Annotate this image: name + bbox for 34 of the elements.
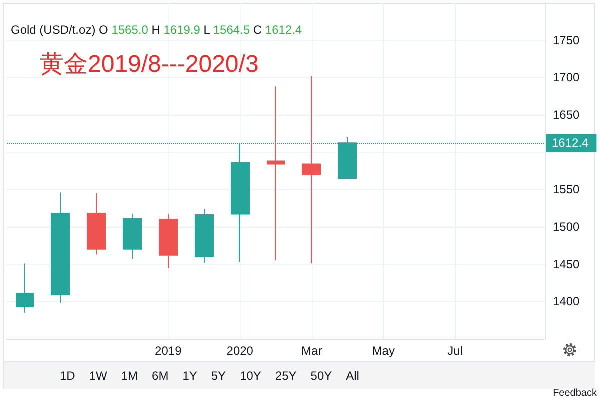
y-tick-label: 1450 bbox=[553, 257, 580, 272]
candlestick bbox=[267, 86, 285, 262]
y-tick-label: 1400 bbox=[553, 294, 580, 309]
candlestick bbox=[51, 192, 70, 304]
candlestick bbox=[16, 263, 34, 314]
range-button[interactable]: 25Y bbox=[268, 368, 304, 382]
range-button[interactable]: 10Y bbox=[233, 368, 268, 382]
range-button[interactable]: 1Y bbox=[176, 368, 204, 382]
range-button[interactable]: 5Y bbox=[204, 368, 234, 382]
range-button[interactable]: All bbox=[339, 368, 366, 382]
candlestick bbox=[87, 192, 106, 256]
range-button[interactable]: 1D bbox=[53, 368, 82, 382]
text: Gold (USD/t.oz) bbox=[11, 23, 96, 37]
candlestick bbox=[195, 208, 214, 264]
x-tick-label: 2019 bbox=[155, 344, 182, 358]
y-tick-label: 1500 bbox=[553, 220, 580, 234]
y-tick-label: 1650 bbox=[553, 108, 580, 122]
text: O 1565.0 H 1619.9 L 1564.5 C 1612.4 bbox=[98, 23, 302, 37]
y-tick-label: 1750 bbox=[553, 33, 580, 48]
annotation: 黄金2019/8---2020/3 bbox=[40, 50, 259, 80]
y-tick-label: 1550 bbox=[553, 182, 580, 197]
text: Feedback bbox=[553, 388, 597, 399]
x-tick-label: 2020 bbox=[226, 344, 254, 358]
range-button[interactable]: 50Y bbox=[304, 368, 340, 382]
ref-line-label: 1612.4 bbox=[552, 136, 590, 150]
range-button[interactable]: 6M bbox=[145, 368, 176, 382]
x-tick-label: Mar bbox=[302, 344, 322, 358]
x-tick-label: May bbox=[372, 344, 395, 358]
candlestick bbox=[123, 214, 142, 260]
range-button[interactable]: 1M bbox=[114, 368, 146, 382]
x-tick-label: Jul bbox=[448, 344, 464, 358]
y-tick-label: 1700 bbox=[553, 70, 580, 85]
candlestick bbox=[159, 214, 178, 269]
range-button[interactable]: 1W bbox=[82, 368, 114, 382]
